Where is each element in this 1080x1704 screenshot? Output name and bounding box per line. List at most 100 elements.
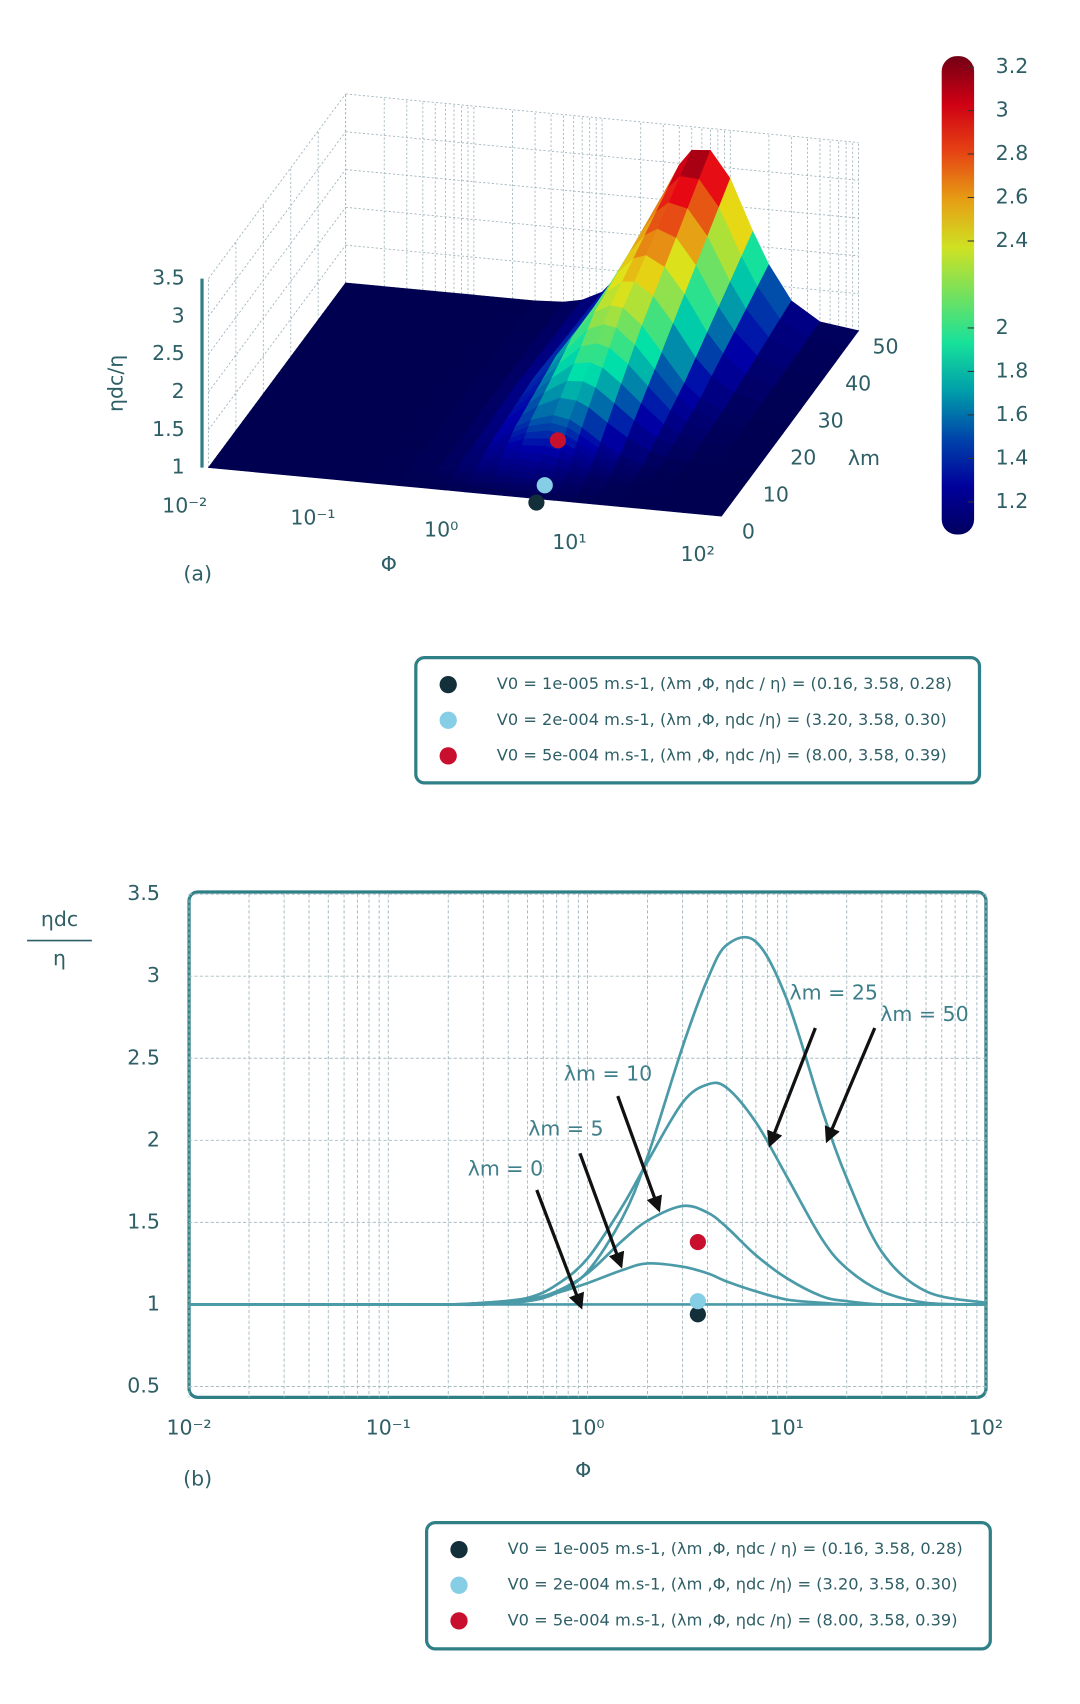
point <box>528 494 545 511</box>
surface-patch <box>432 473 455 479</box>
x-axis-title: Φ <box>381 552 397 576</box>
z-tick-label: 1 <box>172 455 185 479</box>
annotation-arrow <box>767 1027 817 1148</box>
z-tick-label: 3.5 <box>152 266 185 290</box>
point <box>689 1293 706 1310</box>
colorbar-tick-label: 2.8 <box>996 141 1029 165</box>
legend-marker <box>450 1576 468 1594</box>
legend-label: V0 = 1e-005 m.s-1, (λm ,Φ, ηdc / η) = (0… <box>508 1539 963 1558</box>
colorbar-tick-label: 2.4 <box>996 228 1029 252</box>
grid-line <box>208 131 346 317</box>
legend-label: V0 = 2e-004 m.s-1, (λm ,Φ, ηdc /η) = (3.… <box>508 1575 958 1594</box>
surface-patch <box>444 485 468 493</box>
y-tick-label: 0.5 <box>127 1374 160 1398</box>
y-tick-label: 0 <box>742 519 755 543</box>
grid-line <box>208 169 346 355</box>
z-axis-title: ηdc/η <box>104 355 128 412</box>
panel-a: 1 1.5 2 2.5 3 3.5 10⁻² 10⁻¹ 10⁰ 10¹ 10² 0 1020304050… <box>104 54 1029 785</box>
x-tick-label: 10⁻² <box>162 493 207 517</box>
annotation-arrow <box>616 1095 662 1213</box>
surface-patch <box>496 464 516 472</box>
x-tick-label: 10⁻² <box>166 1416 211 1440</box>
x-tick-label: 10² <box>969 1416 1003 1440</box>
y-tick-label: 2 <box>147 1127 160 1151</box>
surface-patch <box>469 476 495 483</box>
y-tick-label: 50 <box>873 335 899 359</box>
x-tick-label: 10⁻¹ <box>290 506 335 530</box>
y-tick-label: 30 <box>818 409 844 433</box>
grid-line <box>208 207 346 393</box>
x-axis-title: Φ <box>575 1458 591 1482</box>
z-tick-label: 1.5 <box>152 417 185 441</box>
annotation-arrow <box>535 1189 585 1310</box>
annotation: λm = 25 <box>790 980 878 1004</box>
legend-marker <box>450 1540 468 1559</box>
colorbar-tick-label: 1.8 <box>996 358 1029 382</box>
legend-marker <box>439 747 457 765</box>
x-tick-label: 10² <box>681 542 715 566</box>
point <box>689 1233 706 1251</box>
surface-patch <box>434 469 458 475</box>
legend-marker <box>439 675 457 694</box>
y-tick-label: 3.5 <box>127 881 160 905</box>
panel-label: (b) <box>183 1466 212 1490</box>
grid-line <box>345 93 859 143</box>
colorbar-tick-label: 1.2 <box>996 489 1029 513</box>
legend-label: V0 = 2e-004 m.s-1, (λm ,Φ, ηdc /η) = (3.… <box>497 710 947 729</box>
y-axis-title-denominator: η <box>53 946 66 970</box>
panel-b: 0.5 1 1.5 2 2.5 3 3.5 10⁻² 10⁻¹ 10⁰ 10¹ 10² λm = 0 λm… <box>27 881 1003 1651</box>
y-tick-label: 40 <box>845 372 871 396</box>
annotation-arrow <box>578 1152 625 1269</box>
surface-patch <box>451 472 475 479</box>
grid-line <box>345 169 859 219</box>
surface-patch <box>425 484 448 491</box>
colorbar-tick-label: 1.6 <box>996 402 1029 426</box>
annotation: λm = 50 <box>880 1002 968 1026</box>
point <box>689 1306 706 1323</box>
line <box>189 935 987 1307</box>
legend-label: V0 = 1e-005 m.s-1, (λm ,Φ, ηdc / η) = (0… <box>497 674 952 693</box>
grid-line <box>345 206 859 257</box>
y-tick-label: 20 <box>790 446 816 470</box>
surface-patch <box>464 486 491 495</box>
legend-label: V0 = 5e-004 m.s-1, (λm ,Φ, ηdc /η) = (8.… <box>497 745 947 764</box>
colorbar-tick-label: 3.2 <box>996 54 1029 78</box>
z-tick-label: 3 <box>172 303 185 327</box>
z-tick-label: 2 <box>172 379 185 403</box>
colorbar-tick-label: 2 <box>996 315 1009 339</box>
legend-box <box>414 656 982 785</box>
y-tick-label: 10 <box>763 482 789 506</box>
colorbar <box>941 56 975 535</box>
grid-line <box>208 93 346 279</box>
surface-patch <box>493 470 514 478</box>
x-tick-label: 10⁰ <box>570 1416 604 1440</box>
grid-line <box>345 131 859 181</box>
surface-patch <box>449 477 473 483</box>
surface-patch <box>682 509 725 517</box>
y-axis-title-numerator: ηdc <box>41 907 78 931</box>
x-tick-label: 10⁰ <box>424 518 458 542</box>
y-tick-label: 2.5 <box>127 1045 160 1069</box>
colorbar-tick-label: 2.6 <box>996 184 1029 208</box>
colorbar-tick-label: 1.4 <box>996 445 1029 469</box>
grid-line <box>208 244 346 431</box>
x-tick-label: 10¹ <box>552 530 586 554</box>
surface-patch <box>491 476 511 484</box>
point <box>536 477 553 494</box>
point <box>549 432 567 449</box>
colorbar-tick-label: 3 <box>996 98 1009 122</box>
annotation: λm = 5 <box>528 1117 603 1141</box>
annotation: λm = 10 <box>564 1061 652 1085</box>
legend-label: V0 = 5e-004 m.s-1, (λm ,Φ, ηdc /η) = (8.… <box>508 1610 958 1629</box>
y-tick-label: 3 <box>147 963 160 987</box>
legend-marker <box>450 1612 468 1630</box>
y-tick-label: 1.5 <box>127 1209 160 1233</box>
legend-box <box>424 1520 992 1651</box>
annotation-arrow <box>824 1027 877 1144</box>
y-tick-label: 1 <box>147 1291 160 1315</box>
surface-patch <box>487 487 507 496</box>
legend-marker <box>439 711 457 729</box>
z-tick-label: 2.5 <box>152 341 185 365</box>
